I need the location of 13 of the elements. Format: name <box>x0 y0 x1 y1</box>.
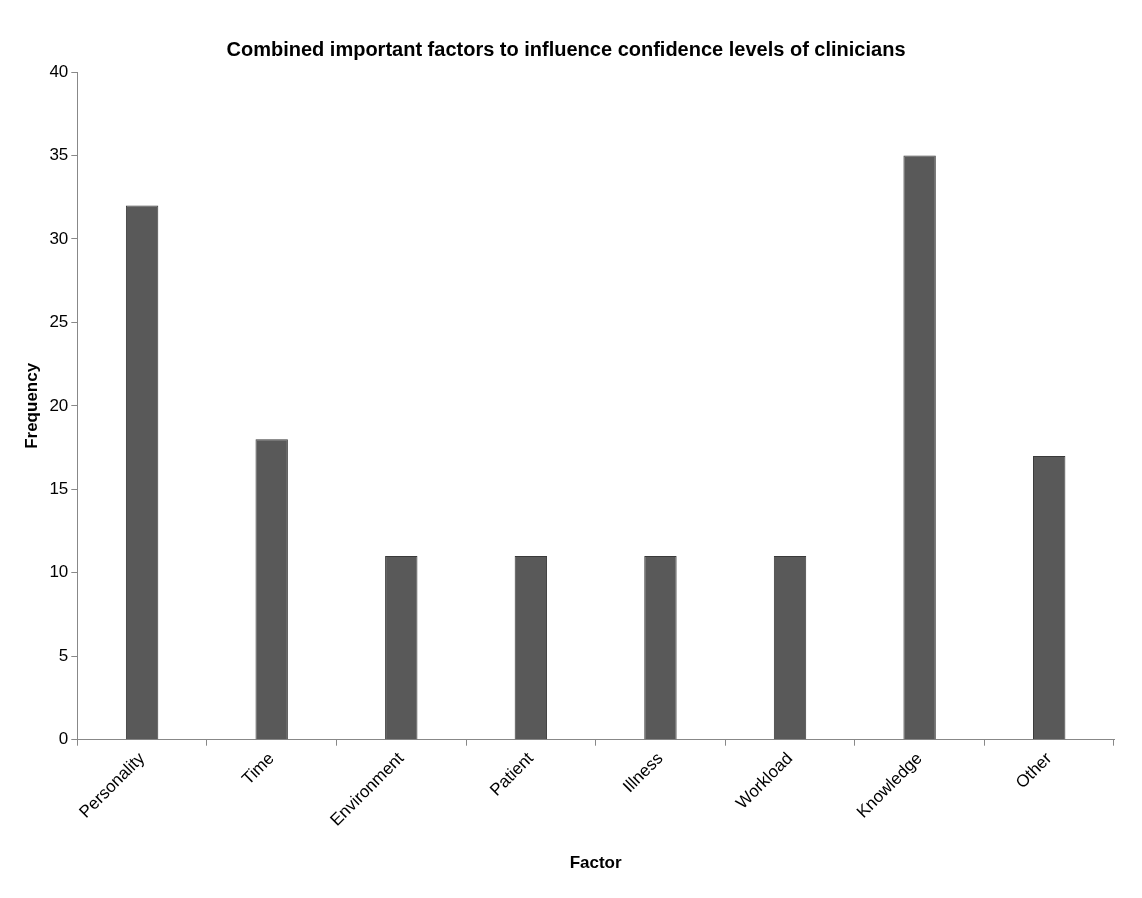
y-tick-label: 20 <box>49 395 69 415</box>
y-tick-label: 30 <box>49 228 69 248</box>
y-axis-title: Frequency <box>21 362 41 449</box>
x-tick-label: Time <box>238 748 278 789</box>
y-tick-label: 40 <box>49 61 69 81</box>
y-tick-label: 15 <box>49 479 69 498</box>
chart-title: Combined important factors to influence confidence levels of clinicians <box>226 37 906 60</box>
y-tick-label: 0 <box>58 729 69 749</box>
x-axis-title: Factor <box>569 853 623 873</box>
y-tick-label: 35 <box>49 145 69 165</box>
y-tick-label: 10 <box>49 562 69 582</box>
y-tick-label: 25 <box>49 312 69 332</box>
y-tick-label: 5 <box>58 645 69 665</box>
